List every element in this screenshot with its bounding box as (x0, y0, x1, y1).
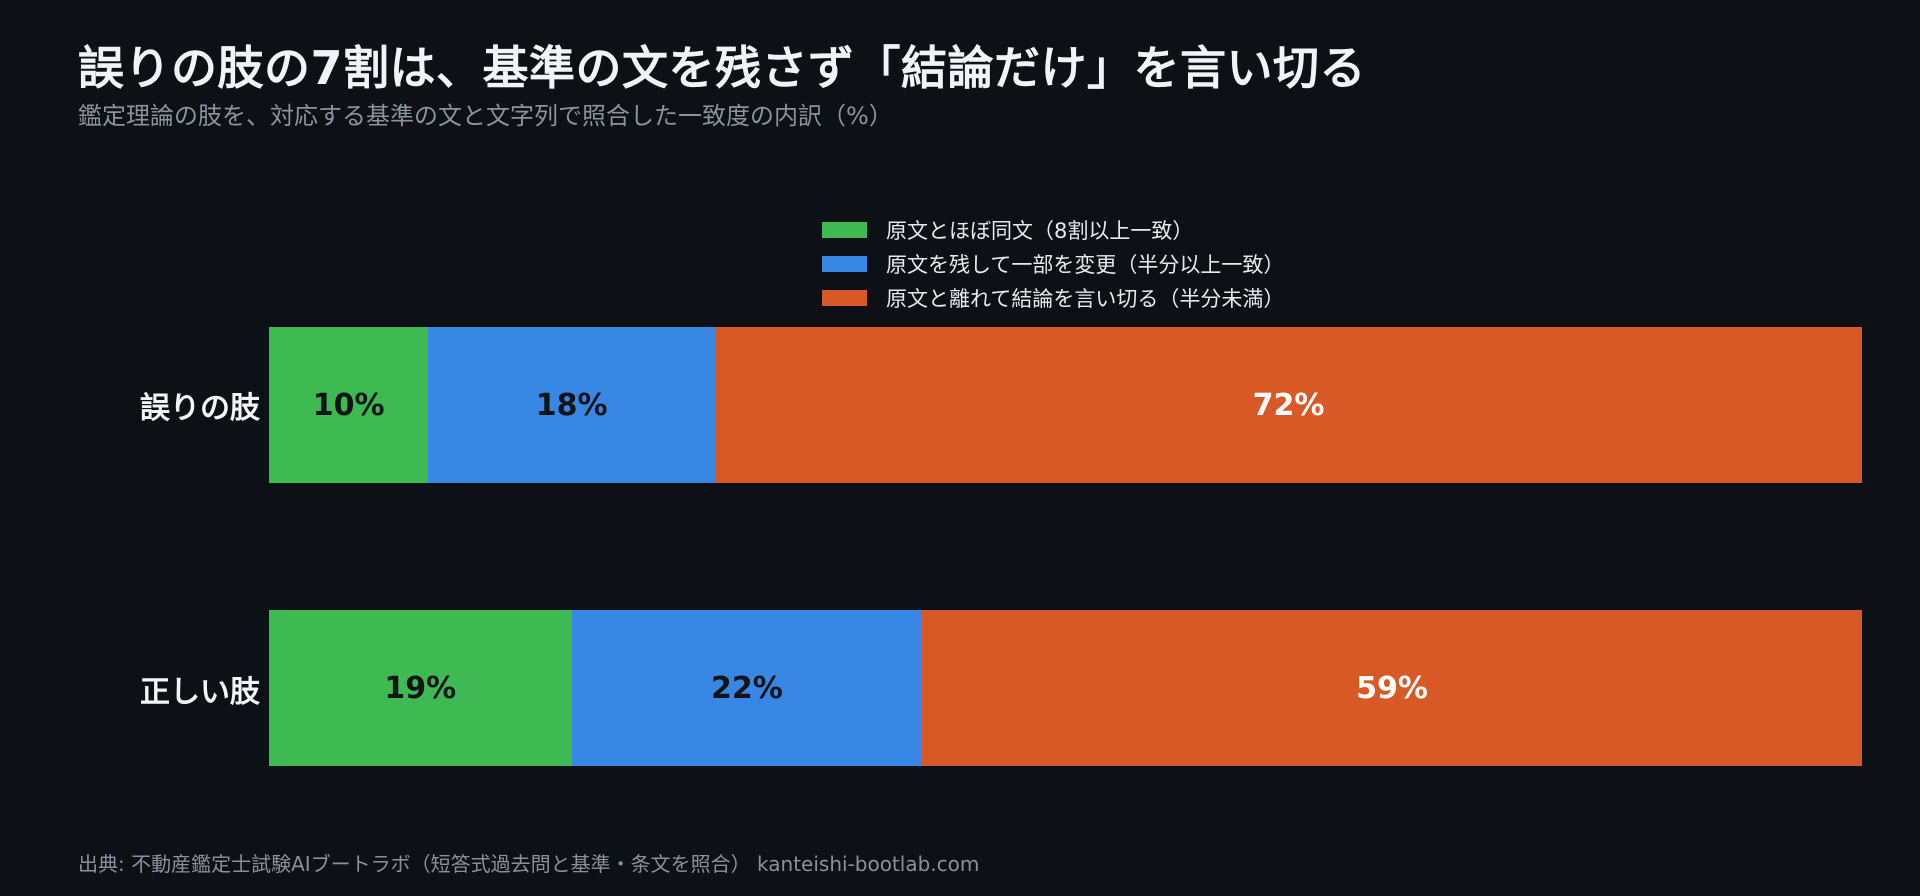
source-note: 出典: 不動産鑑定士試験AIブートラボ（短答式過去問と基準・条文を照合） kan… (78, 852, 980, 876)
bar-segment-correct-partial-change: 22% (571, 610, 923, 766)
bar-segment-correct-conclusion-only: 59% (922, 610, 1862, 766)
row-label-incorrect: 誤りの肢 (140, 391, 260, 426)
legend-swatch-orange (822, 290, 867, 306)
chart-subtitle: 鑑定理論の肢を、対応する基準の文と文字列で照合した一致度の内訳（%） (78, 102, 893, 130)
legend-label: 原文とほぼ同文（8割以上一致） (886, 219, 1194, 243)
legend-item-partial-change: 原文を残して一部を変更（半分以上一致） (822, 247, 1284, 281)
chart-title: 誤りの肢の7割は、基準の文を残さず「結論だけ」を言い切る (78, 41, 1367, 95)
legend-item-conclusion-only: 原文と離れて結論を言い切る（半分未満） (822, 281, 1284, 315)
legend-label: 原文と離れて結論を言い切る（半分未満） (886, 287, 1285, 311)
bar-row-correct: 19% 22% 59% (269, 610, 1862, 766)
bar-segment-incorrect-partial-change: 18% (428, 327, 716, 483)
legend-swatch-blue (822, 256, 867, 272)
legend: 原文とほぼ同文（8割以上一致） 原文を残して一部を変更（半分以上一致） 原文と離… (822, 213, 1284, 315)
bar-segment-incorrect-near-identical: 10% (269, 327, 429, 483)
legend-item-near-identical: 原文とほぼ同文（8割以上一致） (822, 213, 1284, 247)
bar-segment-incorrect-conclusion-only: 72% (715, 327, 1862, 483)
legend-label: 原文を残して一部を変更（半分以上一致） (886, 253, 1285, 277)
bar-row-incorrect: 10% 18% 72% (269, 327, 1862, 483)
bar-segment-correct-near-identical: 19% (269, 610, 572, 766)
row-label-correct: 正しい肢 (140, 675, 260, 710)
legend-swatch-green (822, 222, 867, 238)
